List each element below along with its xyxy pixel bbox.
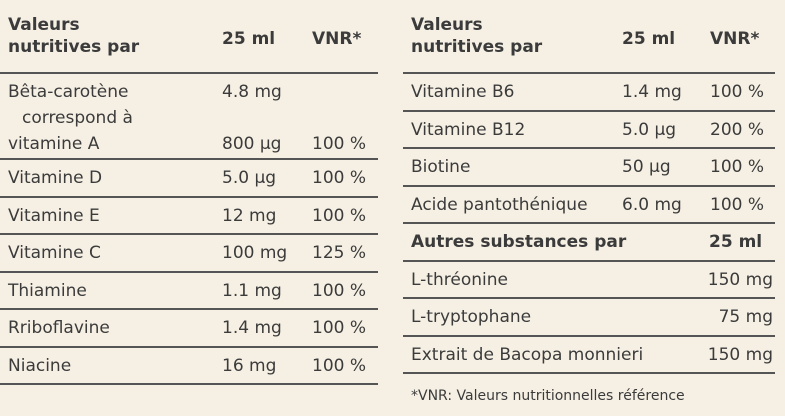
table-row: Vitamine E 12 mg 100 % [0,198,378,235]
table-row: Bêta-carotène 4.8 mg correspond à vitamine … [0,74,378,160]
item-value: 150 mg [707,269,773,290]
table-row: Biotine 50 µg 100 % [403,149,775,187]
item-name: L-thréonine [411,269,508,290]
cell: 6.0 mg [622,194,682,215]
cell: 50 µg [622,157,671,177]
cell: Rriboflavine [8,318,110,338]
cell: 100 % [312,134,367,154]
cell: Vitamine B12 [411,119,526,140]
item-value: 75 mg [718,307,773,327]
cell: 1.1 mg [222,280,282,301]
cell: Thiamine [8,280,87,301]
cell: Acide pantothénique [411,194,588,215]
header-cell: 25 ml [622,29,676,49]
table-row: Vitamine D 5.0 µg 100 % [0,160,378,198]
cell: vitamine A [8,134,100,154]
table-row: Vitamine B6 1.4 mg 100 % [403,74,775,112]
cell: 200 % [710,119,765,140]
item-value: 150 mg [707,344,773,365]
cell: Niacine [8,355,72,376]
table: Valeurs nutritives par 25 ml VNR* Bêta-caro… [0,0,378,385]
cell: 100 % [312,280,367,301]
cell: Vitamine B6 [411,82,515,102]
table-row: Rriboflavine 1.4 mg 100 % [0,310,378,348]
cell: 100 mg [222,243,288,263]
item-name: L-tryptophane [411,307,532,327]
header-cell: Valeurs nutritives par [411,15,543,57]
table-row: L-tryptophane 75 mg [403,299,775,337]
cell: 100 % [312,318,367,338]
section-name: Autres substances par [411,232,627,252]
cell: 125 % [312,243,367,263]
header-cell: 25 ml [222,29,276,49]
cell: Bêta-carotène [8,82,129,102]
section-value: 25 ml [709,232,763,252]
cell: 5.0 µg [622,119,677,140]
cell: 1.4 mg [222,318,282,338]
cell: Vitamine D [8,168,103,188]
table-header: Valeurs nutritives par 25 ml VNR* [0,0,378,74]
cell: 100 % [710,194,765,215]
item-name: Extrait de Bacopa monnieri [411,344,644,365]
cell: 100 % [710,157,765,177]
cell: 800 µg [222,134,282,154]
cell: Biotine [411,157,471,177]
cell: 12 mg [222,205,277,226]
cell: 16 mg [222,355,277,376]
cell: 4.8 mg [222,82,282,102]
header-cell: Valeurs nutritives par [8,15,140,57]
table-header: Valeurs nutritives par 25 ml VNR* [403,0,775,74]
header-cell: VNR* [312,29,362,49]
table-row: Thiamine 1.1 mg 100 % [0,273,378,310]
table-row: Extrait de Bacopa monnieri 150 mg [403,337,775,374]
table-row: Niacine 16 mg 100 % [0,348,378,385]
table-row: Autres substances par 25 ml [403,224,775,262]
cell: Vitamine C [8,243,101,263]
cell: 5.0 µg [222,168,277,188]
table: Valeurs nutritives par 25 ml VNR* Vitamine … [403,0,775,374]
cell: 1.4 mg [622,82,682,102]
cell: Vitamine E [8,205,100,226]
footnote: *VNR: Valeurs nutritionnelles référence [411,388,685,404]
cell: 100 % [312,168,367,188]
cell: 100 % [312,205,367,226]
header-cell: VNR* [710,29,760,49]
table-row: L-thréonine 150 mg [403,262,775,299]
table-row: Acide pantothénique 6.0 mg 100 % [403,187,775,224]
table-row: Vitamine B12 5.0 µg 200 % [403,112,775,149]
cell: 100 % [312,355,367,376]
cell: 100 % [710,82,765,102]
cell: correspond à [22,108,133,128]
table-row: Vitamine C 100 mg 125 % [0,235,378,273]
